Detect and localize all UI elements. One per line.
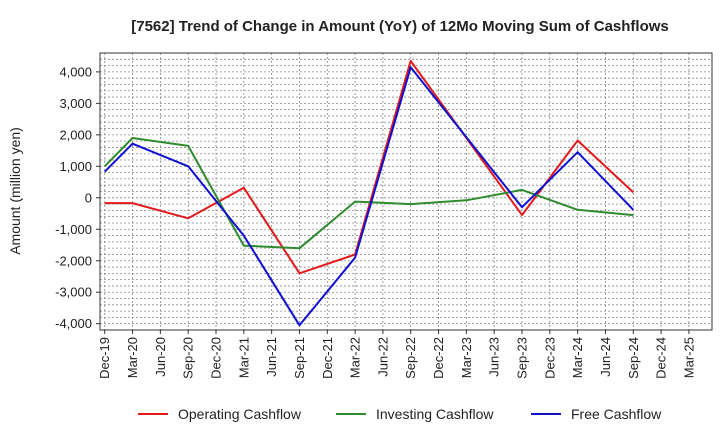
x-tick-label: Jun-23 — [487, 337, 502, 377]
x-tick-label: Mar-20 — [125, 337, 140, 378]
legend: Operating Cashflow Investing Cashflow Free… — [138, 406, 662, 422]
legend-label-operating-cashflow: Operating Cashflow — [178, 406, 302, 422]
grid-lines — [100, 52, 712, 331]
x-tick-label: Mar-23 — [459, 337, 474, 378]
y-tick-label: 1,000 — [59, 159, 92, 174]
x-tick-label: Mar-21 — [236, 337, 251, 378]
y-axis-label: Amount (million yen) — [7, 127, 23, 255]
free-cashflow-line — [103, 66, 635, 327]
series-lines — [103, 59, 635, 327]
x-tick-label: Sep-24 — [626, 337, 641, 379]
operating-cashflow-line — [104, 59, 634, 275]
y-tick-label: -2,000 — [55, 253, 92, 268]
investing-cashflow-line — [103, 137, 634, 250]
x-tick-label: Dec-24 — [654, 337, 669, 379]
y-tick-label: -3,000 — [55, 285, 92, 300]
y-tick-label: 3,000 — [59, 96, 92, 111]
x-tick-label: Sep-20 — [181, 337, 196, 379]
x-tick-label: Dec-20 — [209, 337, 224, 379]
x-tick-label: Jun-22 — [375, 337, 390, 377]
x-tick-label: Sep-22 — [403, 337, 418, 379]
legend-label-investing-cashflow: Investing Cashflow — [376, 406, 494, 422]
x-tick-label: Mar-24 — [570, 337, 585, 378]
y-tick-label: 2,000 — [59, 127, 92, 142]
y-axis-ticks: 4,000 3,000 2,000 1,000 0 -1,000 -2,000 -3,000 -… — [55, 64, 100, 331]
y-tick-label: -4,000 — [55, 316, 92, 331]
legend-label-free-cashflow: Free Cashflow — [571, 406, 662, 422]
x-tick-label: Sep-23 — [515, 337, 530, 379]
plot-area-frame — [99, 52, 713, 331]
x-axis-ticks: Dec-19 Mar-20 Jun-20 Sep-20 Dec-20 Mar-21 Jun-… — [97, 330, 696, 379]
x-tick-label: Mar-22 — [348, 337, 363, 378]
y-tick-label: 0 — [85, 190, 92, 205]
y-tick-label: -1,000 — [55, 222, 92, 237]
x-tick-label: Sep-21 — [292, 337, 307, 379]
x-tick-label: Dec-23 — [542, 337, 557, 379]
y-tick-label: 4,000 — [59, 64, 92, 79]
x-tick-label: Dec-21 — [320, 337, 335, 379]
x-tick-label: Dec-19 — [97, 337, 112, 379]
x-tick-label: Mar-25 — [681, 337, 696, 378]
x-tick-label: Jun-21 — [264, 337, 279, 377]
x-tick-label: Dec-22 — [431, 337, 446, 379]
chart-title: [7562] Trend of Change in Amount (YoY) o… — [131, 18, 669, 35]
x-tick-label: Jun-24 — [598, 337, 613, 377]
x-tick-label: Jun-20 — [153, 337, 168, 377]
